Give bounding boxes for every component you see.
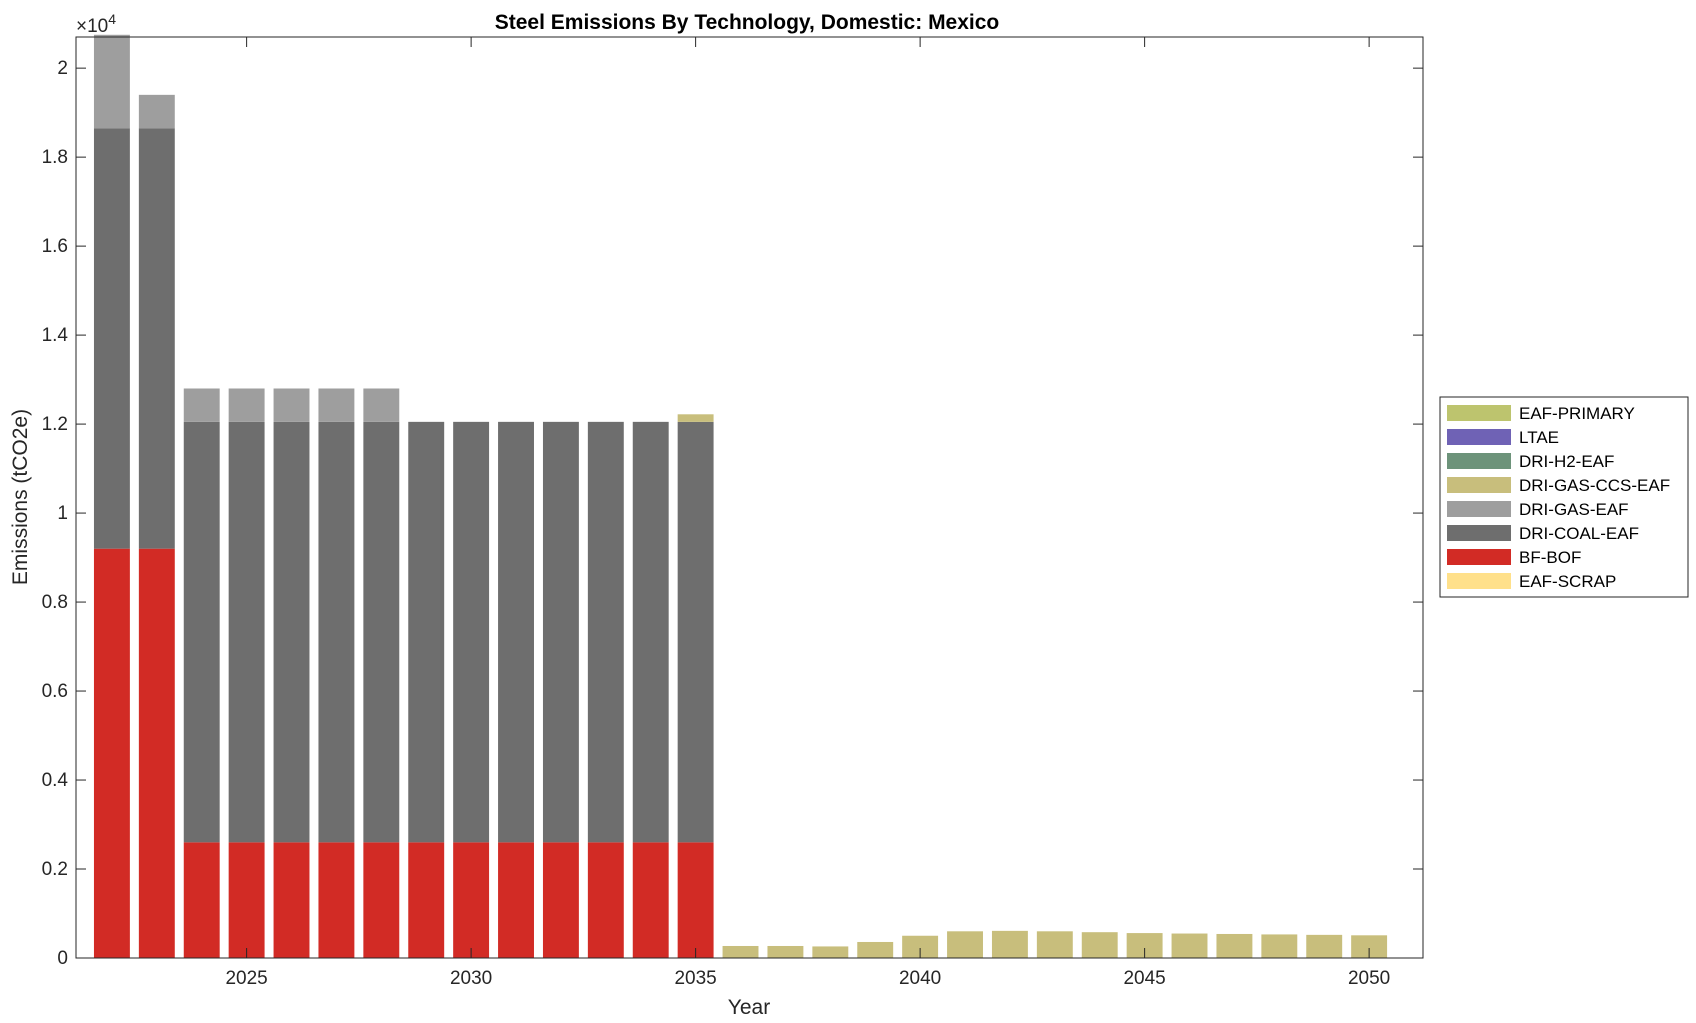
bar-bf-bof-2024 (183, 842, 220, 958)
y-tick-label: 1.8 (42, 147, 68, 168)
bar-dri-gas-ccs-eaf-2040 (902, 935, 939, 958)
bar-dri-gas-ccs-eaf-2041 (947, 931, 983, 958)
legend-swatch-ltae (1447, 429, 1511, 445)
y-axis-tick-labels: 0 0.2 0.4 0.6 0.8 1 1.2 1.4 1.6 1.8 2 (42, 58, 69, 969)
legend-label-dri-gas-ccs-eaf: DRI-GAS-CCS-EAF (1519, 476, 1670, 495)
y-axis-exponent: ×104 (76, 11, 116, 37)
bar-dri-gas-eaf-2024 (183, 388, 220, 422)
legend-swatch-bf-bof (1447, 549, 1511, 565)
chart-title: Steel Emissions By Technology, Domestic:… (495, 11, 1000, 34)
legend-label-dri-coal-eaf: DRI-COAL-EAF (1519, 524, 1639, 543)
x-tick-label: 2045 (1123, 968, 1165, 989)
x-axis-tick-labels: 2025 2030 2035 2040 2045 2050 (225, 968, 1390, 989)
bar-dri-gas-eaf-2025 (228, 388, 265, 422)
bar-dri-coal-eaf-2022 (93, 128, 130, 549)
y-axis-exponent-base: ×10 (76, 16, 108, 37)
legend-swatch-dri-h2-eaf (1447, 453, 1511, 469)
bar-group (93, 34, 1388, 958)
bar-bf-bof-2030 (453, 842, 490, 958)
bar-dri-gas-ccs-eaf-2047 (1216, 933, 1253, 958)
bar-dri-gas-ccs-eaf-2036 (722, 945, 759, 958)
bar-dri-gas-ccs-eaf-2048 (1261, 934, 1298, 958)
legend: EAF-PRIMARY LTAE DRI-H2-EAF DRI-GAS-CCS-EAF… (1439, 396, 1689, 598)
bar-dri-gas-ccs-eaf-2039 (857, 941, 894, 958)
legend-label-ltae: LTAE (1519, 428, 1559, 447)
bar-dri-gas-eaf-2026 (273, 388, 310, 422)
bar-dri-coal-eaf-2033 (587, 421, 624, 843)
y-tick-label: 0.6 (42, 681, 68, 702)
plot-area-box (75, 36, 1424, 959)
bar-dri-gas-ccs-eaf-2038 (812, 946, 849, 958)
y-axis-label: Emissions (tCO2e) (9, 409, 32, 585)
legend-box (1439, 396, 1689, 598)
bar-dri-gas-eaf-2022 (93, 34, 130, 129)
bar-bf-bof-2029 (408, 842, 445, 958)
x-tick-label: 2035 (674, 968, 716, 989)
bar-dri-coal-eaf-2031 (498, 421, 534, 843)
bar-dri-gas-ccs-eaf-2035 (677, 414, 714, 422)
bar-dri-gas-ccs-eaf-2044 (1081, 932, 1118, 958)
bar-bf-bof-2027 (318, 842, 355, 958)
bar-dri-coal-eaf-2034 (632, 421, 669, 843)
legend-label-eaf-scrap: EAF-SCRAP (1519, 572, 1616, 591)
bar-dri-gas-ccs-eaf-2043 (1036, 931, 1073, 958)
y-tick-label: 1.4 (42, 325, 69, 346)
bar-dri-gas-eaf-2023 (138, 94, 175, 129)
bar-dri-gas-eaf-2028 (363, 388, 400, 422)
bar-bf-bof-2031 (498, 842, 534, 958)
bar-dri-gas-ccs-eaf-2049 (1306, 934, 1343, 958)
y-tick-label: 1.2 (42, 414, 68, 435)
y-tick-label: 0 (57, 948, 68, 969)
y-tick-label: 0.2 (42, 859, 68, 880)
bar-dri-gas-ccs-eaf-2046 (1171, 933, 1208, 958)
bar-dri-coal-eaf-2028 (363, 421, 400, 843)
bar-dri-coal-eaf-2024 (183, 421, 220, 843)
bar-bf-bof-2023 (138, 548, 175, 958)
bar-dri-gas-ccs-eaf-2037 (767, 945, 804, 958)
legend-label-dri-h2-eaf: DRI-H2-EAF (1519, 452, 1614, 471)
bar-dri-gas-ccs-eaf-2042 (991, 930, 1028, 958)
bar-dri-coal-eaf-2023 (138, 128, 175, 549)
legend-swatch-dri-gas-ccs-eaf (1447, 477, 1511, 493)
bar-dri-coal-eaf-2025 (228, 421, 265, 843)
legend-swatch-eaf-primary (1447, 405, 1511, 421)
x-axis-label: Year (728, 996, 770, 1019)
bar-bf-bof-2028 (363, 842, 400, 958)
bar-dri-gas-eaf-2027 (318, 388, 355, 422)
bar-dri-coal-eaf-2026 (273, 421, 310, 843)
bar-dri-coal-eaf-2032 (542, 421, 579, 843)
bar-dri-coal-eaf-2029 (408, 421, 445, 843)
bar-dri-gas-ccs-eaf-2050 (1351, 935, 1388, 958)
bar-bf-bof-2025 (228, 842, 265, 958)
bar-bf-bof-2022 (93, 548, 130, 958)
bar-dri-coal-eaf-2030 (453, 421, 490, 843)
legend-swatch-dri-coal-eaf (1447, 525, 1511, 541)
y-tick-label: 2 (57, 58, 68, 79)
bar-bf-bof-2035 (677, 842, 714, 958)
y-tick-label: 0.4 (42, 770, 69, 791)
y-tick-label: 1.6 (42, 236, 68, 257)
bar-bf-bof-2026 (273, 842, 310, 958)
legend-swatch-dri-gas-eaf (1447, 501, 1511, 517)
x-tick-label: 2050 (1348, 968, 1390, 989)
y-tick-label: 0.8 (42, 592, 68, 613)
bar-bf-bof-2033 (587, 842, 624, 958)
bar-bf-bof-2034 (632, 842, 669, 958)
legend-label-bf-bof: BF-BOF (1519, 548, 1581, 567)
bar-bf-bof-2032 (542, 842, 579, 958)
bar-dri-coal-eaf-2027 (318, 421, 355, 843)
y-axis-exponent-power: 4 (108, 11, 116, 27)
legend-label-eaf-primary: EAF-PRIMARY (1519, 404, 1635, 423)
x-tick-label: 2030 (450, 968, 492, 989)
legend-label-dri-gas-eaf: DRI-GAS-EAF (1519, 500, 1629, 519)
bar-dri-coal-eaf-2035 (677, 421, 714, 843)
legend-swatch-eaf-scrap (1447, 573, 1511, 589)
x-tick-label: 2040 (899, 968, 941, 989)
x-tick-label: 2025 (225, 968, 267, 989)
y-tick-label: 1 (57, 503, 68, 524)
